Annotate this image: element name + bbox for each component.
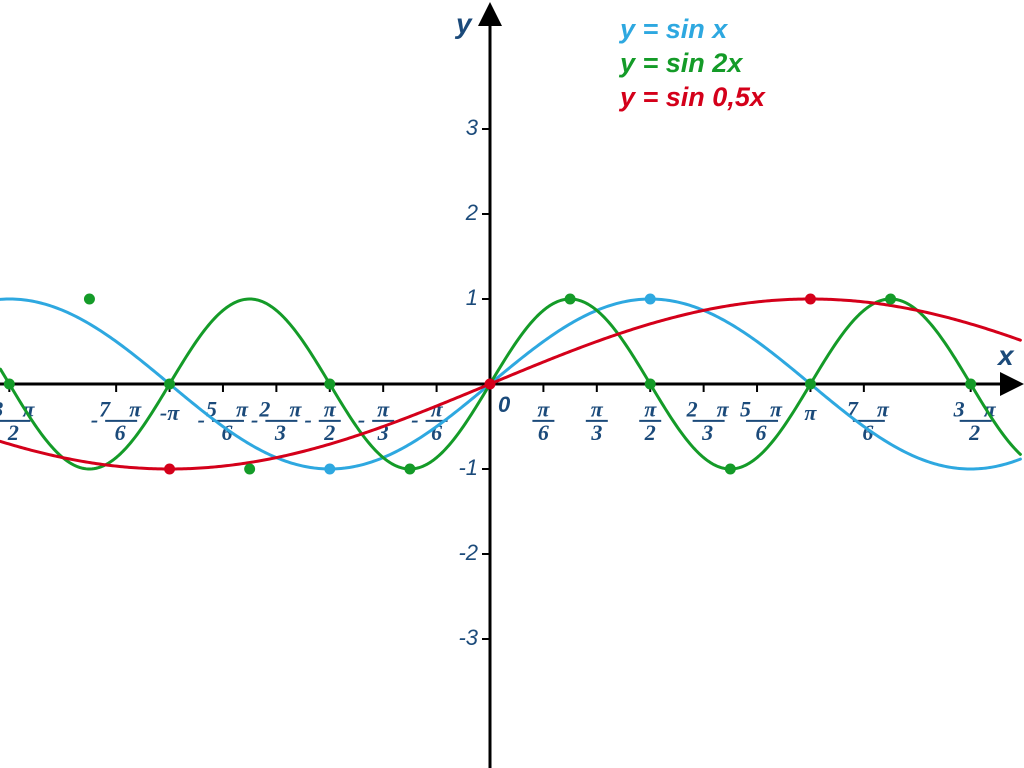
legend-item-sin2x: y = sin 2x	[620, 48, 742, 79]
marker-sinx	[645, 294, 655, 304]
svg-text:3: 3	[0, 397, 3, 422]
marker-sin2x	[84, 294, 94, 304]
marker-sin2x	[805, 379, 815, 389]
marker-sin2x	[325, 379, 335, 389]
svg-text:-π: -π	[160, 400, 180, 425]
svg-text:2: 2	[258, 397, 270, 422]
svg-text:3: 3	[274, 420, 286, 445]
legend-label: y = sin 0,5x	[620, 82, 765, 112]
marker-sin2x	[565, 294, 575, 304]
svg-text:5: 5	[740, 397, 751, 422]
svg-text:π: π	[324, 397, 337, 422]
svg-text:π: π	[591, 397, 604, 422]
svg-text:6: 6	[756, 420, 767, 445]
marker-sin05x	[165, 464, 175, 474]
x-tick-label: 3π2	[953, 397, 997, 445]
svg-text:3: 3	[953, 397, 965, 422]
svg-text:π: π	[770, 397, 783, 422]
svg-text:-: -	[91, 407, 98, 432]
marker-sin2x	[645, 379, 655, 389]
x-tick-label: -π2	[304, 397, 340, 445]
marker-sin2x	[966, 379, 976, 389]
x-tick-label: -2π3	[251, 397, 302, 445]
x-tick-label: π2	[639, 397, 661, 445]
marker-sin2x	[725, 464, 735, 474]
svg-text:π: π	[129, 397, 142, 422]
svg-text:-: -	[304, 407, 311, 432]
y-tick-label: 2	[450, 200, 478, 226]
marker-sin05x	[805, 294, 815, 304]
marker-sin2x	[165, 379, 175, 389]
svg-text:7: 7	[99, 397, 111, 422]
svg-text:π: π	[804, 400, 817, 425]
svg-text:2: 2	[686, 397, 698, 422]
svg-text:2: 2	[968, 420, 980, 445]
svg-text:3: 3	[377, 420, 389, 445]
marker-sin2x	[4, 379, 14, 389]
y-tick-label: -3	[450, 625, 478, 651]
x-tick-label: -π	[160, 400, 180, 425]
marker-sin2x	[405, 464, 415, 474]
x-tick-label: π	[804, 400, 817, 425]
svg-text:6: 6	[115, 420, 126, 445]
marker-sin2x	[245, 464, 255, 474]
y-axis-label: y	[456, 8, 472, 40]
y-tick-label: -2	[450, 540, 478, 566]
svg-text:6: 6	[538, 420, 549, 445]
svg-text:3: 3	[701, 420, 713, 445]
legend-item-sinx: y = sin x	[620, 14, 727, 45]
marker-sinx	[325, 464, 335, 474]
x-tick-label: 7π6	[847, 397, 890, 445]
chart-stage: -3π2-7π6-π-5π6-2π3-π2-π3-π6π6π3π22π35π6π…	[0, 0, 1024, 768]
y-tick-label: 1	[450, 285, 478, 311]
legend-label: y = sin x	[620, 14, 727, 44]
svg-text:π: π	[377, 397, 390, 422]
svg-text:π: π	[289, 397, 302, 422]
origin-label: 0	[498, 392, 510, 418]
svg-text:3: 3	[590, 420, 602, 445]
svg-text:π: π	[717, 397, 730, 422]
y-tick-label: 3	[450, 115, 478, 141]
svg-text:2: 2	[7, 420, 19, 445]
svg-text:2: 2	[644, 420, 656, 445]
svg-text:π: π	[236, 397, 249, 422]
legend-item-sin05x: y = sin 0,5x	[620, 82, 765, 113]
y-tick-label: -1	[450, 455, 478, 481]
plot-svg: -3π2-7π6-π-5π6-2π3-π2-π3-π6π6π3π22π35π6π…	[0, 0, 1024, 768]
svg-text:π: π	[877, 397, 890, 422]
marker-sin05x	[485, 379, 495, 389]
x-tick-label: π3	[586, 397, 608, 445]
marker-sin2x	[886, 294, 896, 304]
legend-label: y = sin 2x	[620, 48, 742, 78]
svg-text:π: π	[644, 397, 657, 422]
x-tick-label: π6	[532, 397, 554, 445]
x-tick-label: -3π2	[0, 397, 35, 445]
x-tick-label: 2π3	[686, 397, 730, 445]
svg-text:2: 2	[323, 420, 335, 445]
svg-text:π: π	[537, 397, 550, 422]
svg-text:-: -	[411, 407, 418, 432]
x-axis-label: x	[998, 340, 1014, 372]
svg-text:-: -	[251, 407, 258, 432]
